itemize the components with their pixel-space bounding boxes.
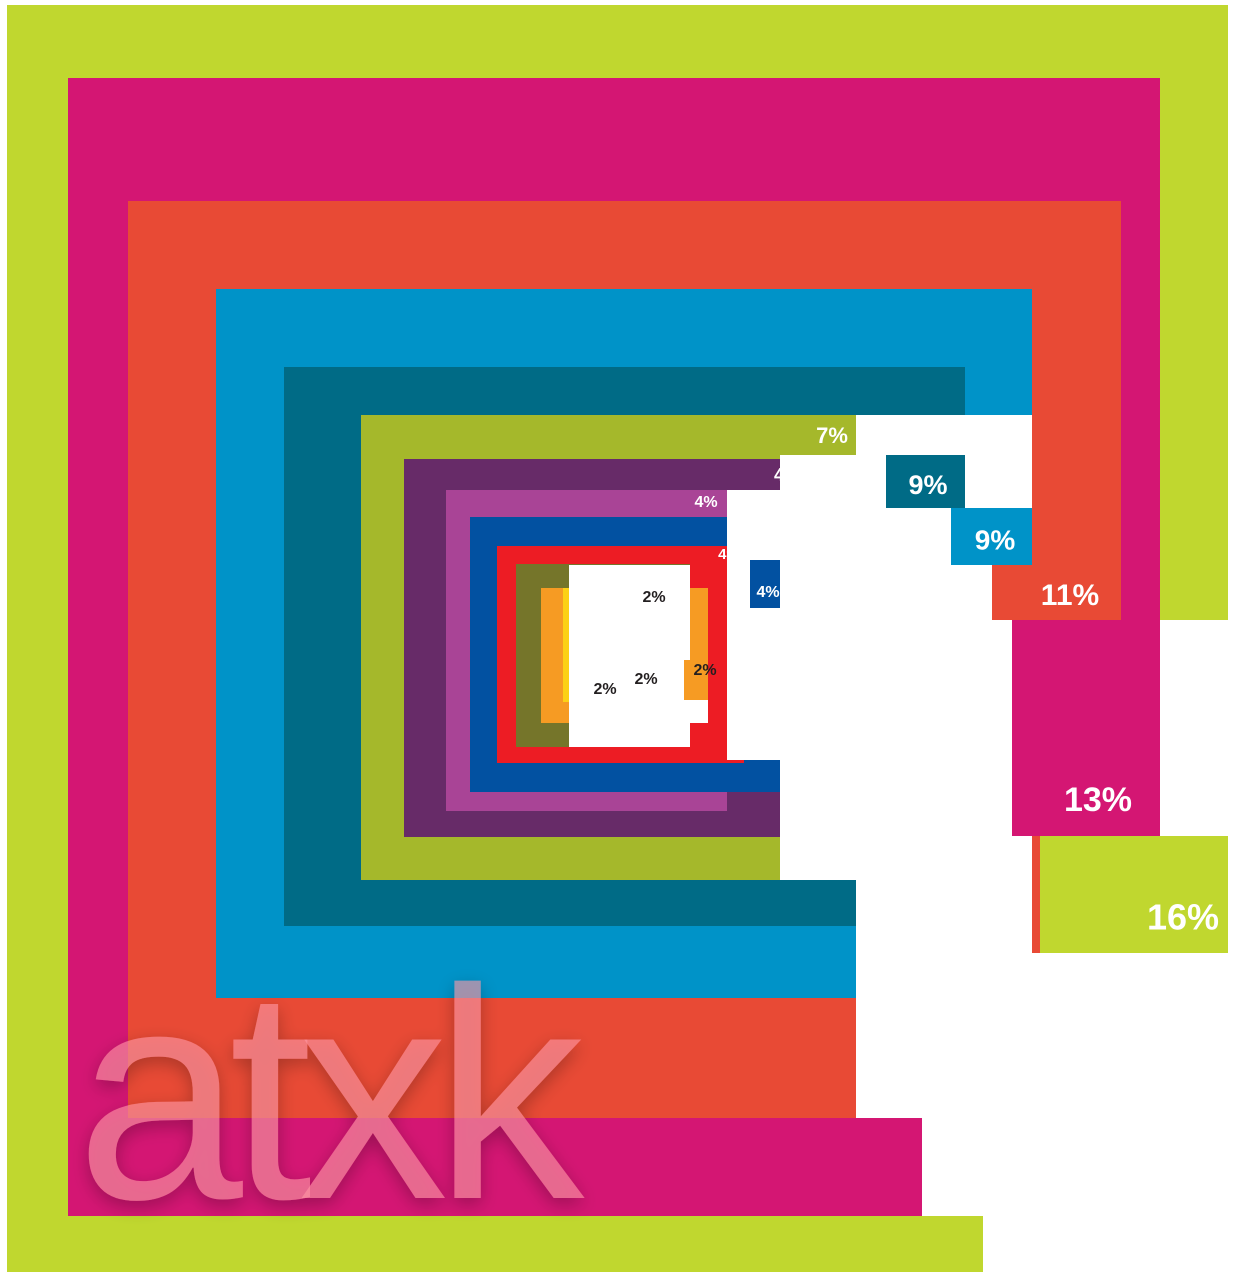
ring-label-7: 4%	[774, 465, 800, 485]
ring-tab-3	[992, 565, 1121, 620]
ring-label-13: 2%	[642, 589, 665, 606]
ring-label-10: 4%	[718, 546, 740, 563]
ring-label-6: 7%	[816, 423, 848, 448]
ring-bands	[7, 5, 1228, 1272]
ring-label-12: 2%	[693, 662, 716, 679]
ring-labels: 16% 13% 11% 9% 9% 7% 4% 4% 4% 4% 4% 2% 2% 2% 2% 2% 2%	[593, 423, 1219, 938]
ring-tab-9	[750, 560, 780, 608]
ring-label-14: 2%	[593, 681, 616, 698]
ring-tab-4	[951, 508, 1032, 565]
ring-label-3: 11%	[1041, 579, 1099, 612]
gap-cutout-9	[744, 517, 780, 760]
ring-label-1: 16%	[1147, 897, 1219, 938]
ring-tab-5	[886, 455, 965, 508]
ring-label-15: 2%	[634, 671, 657, 688]
gap-cutout-5	[780, 455, 856, 880]
ring-tab-1	[1040, 836, 1228, 953]
atxk-logo: atxk	[76, 926, 589, 1262]
ring-label-4: 9%	[975, 524, 1016, 555]
gap-cutout-12	[588, 700, 708, 723]
gap-cutout-7	[922, 1118, 983, 1216]
ring-label-8: 4%	[694, 494, 717, 511]
gap-cutout-6	[856, 998, 1032, 1118]
ring-label-5: 9%	[908, 470, 947, 500]
ring-label-2: 13%	[1064, 781, 1132, 819]
ring-label-9: 4%	[756, 584, 779, 601]
ring-label-17: 2%	[615, 639, 641, 659]
ring-tab-2	[1012, 620, 1160, 836]
ring-label-11: 4%	[600, 565, 625, 584]
ring-label-16: 2%	[607, 620, 630, 637]
ring-tab-12	[684, 660, 708, 700]
